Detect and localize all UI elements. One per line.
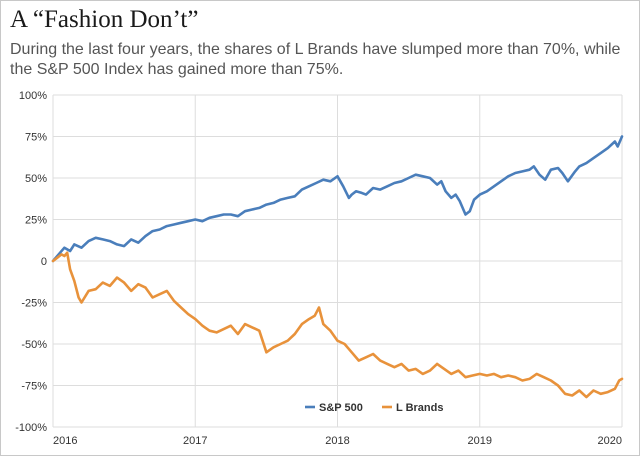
x-tick-label: 2016 xyxy=(53,435,77,447)
legend-label-l-brands: L Brands xyxy=(396,402,443,414)
x-axis-ticks: 2016 2017 2018 2019 2020 xyxy=(53,435,622,447)
y-tick-label: 25% xyxy=(25,215,47,227)
y-tick-label: -50% xyxy=(21,339,47,351)
x-tick-label: 2018 xyxy=(325,435,349,447)
series xyxy=(51,135,624,399)
x-tick-label: 2017 xyxy=(183,435,207,447)
grid xyxy=(52,94,623,428)
x-tick-label: 2020 xyxy=(598,435,622,447)
series-line-l-brands xyxy=(51,251,624,399)
chart-subtitle: During the last four years, the shares o… xyxy=(10,41,621,78)
series-line-s-p-500 xyxy=(51,135,624,263)
y-tick-label: 100% xyxy=(19,90,47,102)
y-tick-label: 75% xyxy=(25,132,47,144)
y-axis-ticks: 100% 75% 50% 25% 0 -25% -50% -75% -100% xyxy=(15,90,47,434)
y-tick-label: -25% xyxy=(21,298,47,310)
y-tick-label: 0 xyxy=(41,256,47,268)
chart-title: A “Fashion Don’t” xyxy=(10,6,199,33)
y-tick-label: -100% xyxy=(15,422,47,434)
x-tick-label: 2019 xyxy=(468,435,492,447)
legend-label-s-p-500: S&P 500 xyxy=(319,402,363,414)
y-tick-label: -75% xyxy=(21,381,47,393)
y-tick-label: 50% xyxy=(25,173,47,185)
legend: S&P 500 L Brands xyxy=(305,402,443,414)
